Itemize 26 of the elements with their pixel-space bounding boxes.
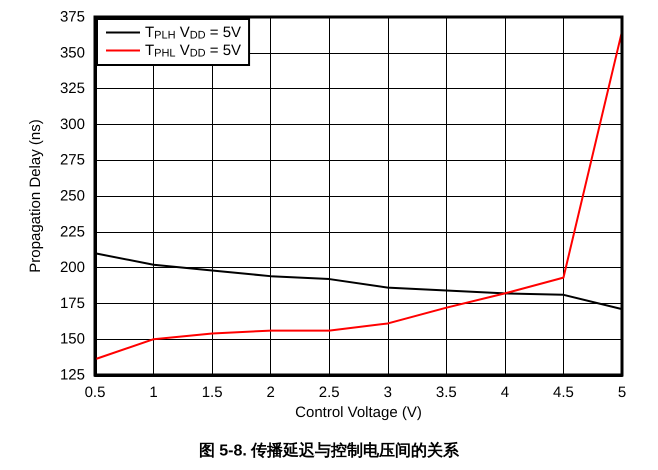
x-tick-label: 1.5 xyxy=(202,384,223,401)
x-tick-label: 0.5 xyxy=(84,384,106,401)
x-tick-label: 1 xyxy=(149,384,158,401)
text: 图 5-8. 传播延迟与控制电压间的关系 xyxy=(198,442,460,460)
y-tick-label: 225 xyxy=(60,223,85,240)
x-tick-label: 4.5 xyxy=(553,384,574,401)
y-tick-label: 200 xyxy=(60,259,85,276)
legend-label: TPHL VDD = 5V xyxy=(145,42,242,60)
y-tick-label: 300 xyxy=(60,116,85,133)
y-tick-label: 150 xyxy=(60,330,85,348)
x-tick-label: 5 xyxy=(618,384,626,401)
y-tick-label: 125 xyxy=(60,366,85,384)
legend-label: TPLH VDD = 5V xyxy=(145,24,242,42)
y-tick-label: 275 xyxy=(60,152,85,169)
x-axis-title: Control Voltage (V) xyxy=(295,404,422,421)
y-tick-label: 250 xyxy=(60,188,85,204)
x-tick-label: 3 xyxy=(384,384,392,401)
y-tick-label: 350 xyxy=(60,44,85,62)
x-tick-label: 2 xyxy=(266,384,275,401)
y-axis-title: Propagation Delay (ns) xyxy=(27,119,44,273)
y-tick-label: 325 xyxy=(60,80,85,98)
y-tick-label: 175 xyxy=(60,294,85,312)
x-tick-label: 2.5 xyxy=(318,384,340,401)
x-tick-label: 3.5 xyxy=(436,384,457,401)
y-tick-label: 375 xyxy=(60,8,85,26)
x-tick-label: 4 xyxy=(500,384,510,401)
